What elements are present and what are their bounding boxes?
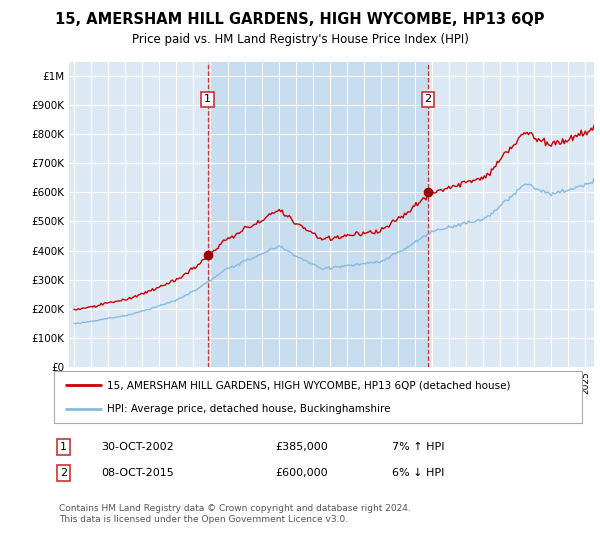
Text: Contains HM Land Registry data © Crown copyright and database right 2024.
This d: Contains HM Land Registry data © Crown c… [59,504,411,524]
Text: 1: 1 [60,442,67,452]
Text: HPI: Average price, detached house, Buckinghamshire: HPI: Average price, detached house, Buck… [107,404,391,414]
Text: £600,000: £600,000 [276,468,328,478]
Text: 08-OCT-2015: 08-OCT-2015 [101,468,174,478]
Text: 2: 2 [425,95,432,104]
Text: 15, AMERSHAM HILL GARDENS, HIGH WYCOMBE, HP13 6QP (detached house): 15, AMERSHAM HILL GARDENS, HIGH WYCOMBE,… [107,380,510,390]
FancyBboxPatch shape [54,371,582,423]
Text: 30-OCT-2002: 30-OCT-2002 [101,442,174,452]
Text: £385,000: £385,000 [276,442,329,452]
Text: 7% ↑ HPI: 7% ↑ HPI [392,442,445,452]
Bar [208,62,428,367]
Text: 2: 2 [60,468,67,478]
Text: 1: 1 [204,95,211,104]
Text: 15, AMERSHAM HILL GARDENS, HIGH WYCOMBE, HP13 6QP: 15, AMERSHAM HILL GARDENS, HIGH WYCOMBE,… [55,12,545,27]
Text: Price paid vs. HM Land Registry's House Price Index (HPI): Price paid vs. HM Land Registry's House … [131,33,469,46]
Text: 6% ↓ HPI: 6% ↓ HPI [392,468,444,478]
